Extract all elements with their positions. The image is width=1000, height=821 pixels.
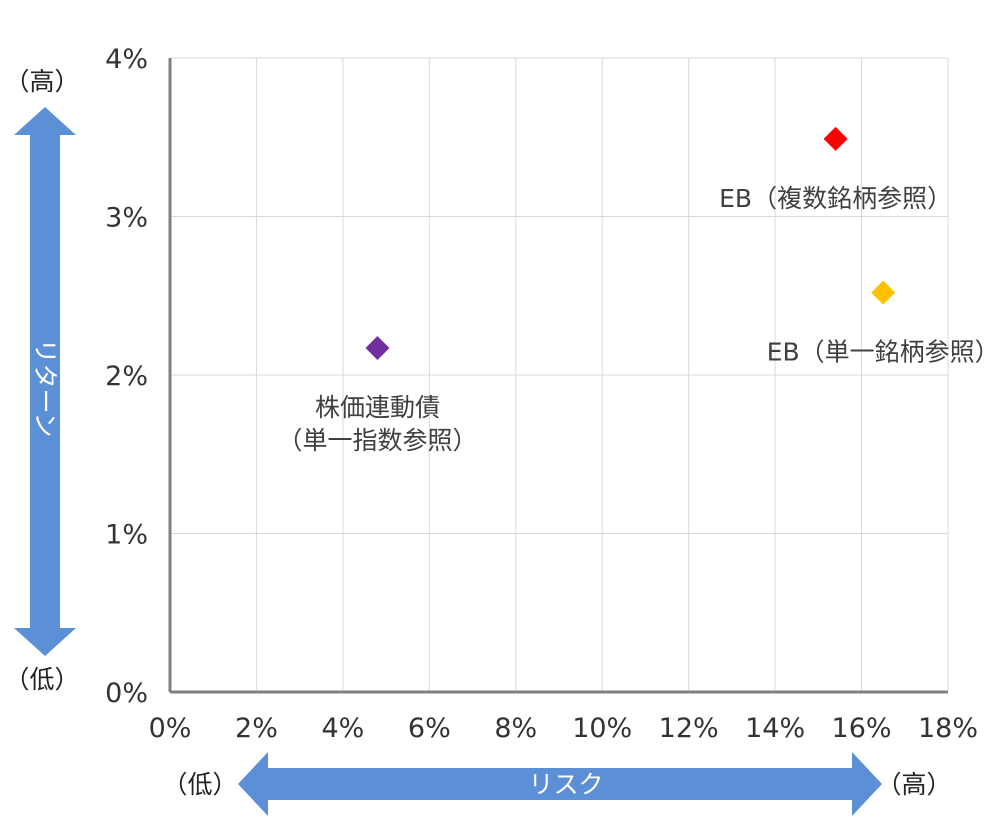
- x-axis-low-label: （低）: [162, 770, 237, 799]
- data-point-label: EB（複数銘柄参照）: [719, 184, 952, 213]
- data-points: [365, 126, 896, 361]
- x-tick-labels: 0% 2% 4% 6% 8% 10% 12% 14% 16% 18%: [149, 713, 978, 744]
- y-tick-label: 1%: [105, 520, 148, 551]
- x-tick-label: 12%: [659, 713, 719, 744]
- data-point-marker: [871, 280, 896, 305]
- y-axis-label: リターン: [31, 339, 60, 438]
- x-tick-label: 2%: [235, 713, 278, 744]
- x-tick-label: 16%: [832, 713, 892, 744]
- y-tick-labels: 0% 1% 2% 3% 4%: [105, 44, 148, 709]
- data-point-label: 株価連動債: [315, 393, 440, 422]
- grid: [170, 57, 949, 692]
- axes: [168, 58, 948, 694]
- x-tick-label: 6%: [408, 713, 451, 744]
- x-axis-label: リスク: [528, 770, 603, 799]
- data-labels: 株価連動債 （単一指数参照） EB（複数銘柄参照） EB（単一銘柄参照）: [277, 184, 999, 455]
- x-tick-label: 14%: [745, 713, 805, 744]
- y-tick-label: 2%: [105, 361, 148, 392]
- x-tick-label: 8%: [494, 713, 537, 744]
- data-point-marker: [365, 336, 390, 361]
- x-axis-arrow: リスク （低） （高）: [162, 752, 952, 816]
- x-tick-label: 0%: [149, 713, 192, 744]
- y-tick-label: 3%: [105, 203, 148, 234]
- data-point-label: （単一指数参照）: [277, 426, 477, 455]
- x-tick-label: 4%: [321, 713, 364, 744]
- y-axis-high-label: （高）: [4, 67, 79, 96]
- y-tick-label: 0%: [105, 678, 148, 709]
- x-arrow-shape: [238, 752, 882, 816]
- data-point-marker: [823, 126, 848, 151]
- y-arrow-shape: [14, 107, 76, 656]
- x-tick-label: 10%: [572, 713, 632, 744]
- x-axis-high-label: （高）: [876, 770, 951, 799]
- data-point-label: EB（単一銘柄参照）: [767, 338, 1000, 367]
- x-tick-label: 18%: [918, 713, 978, 744]
- y-tick-label: 4%: [105, 44, 148, 75]
- y-axis-arrow: リターン （高） （低）: [4, 67, 79, 694]
- y-axis-low-label: （低）: [4, 665, 79, 694]
